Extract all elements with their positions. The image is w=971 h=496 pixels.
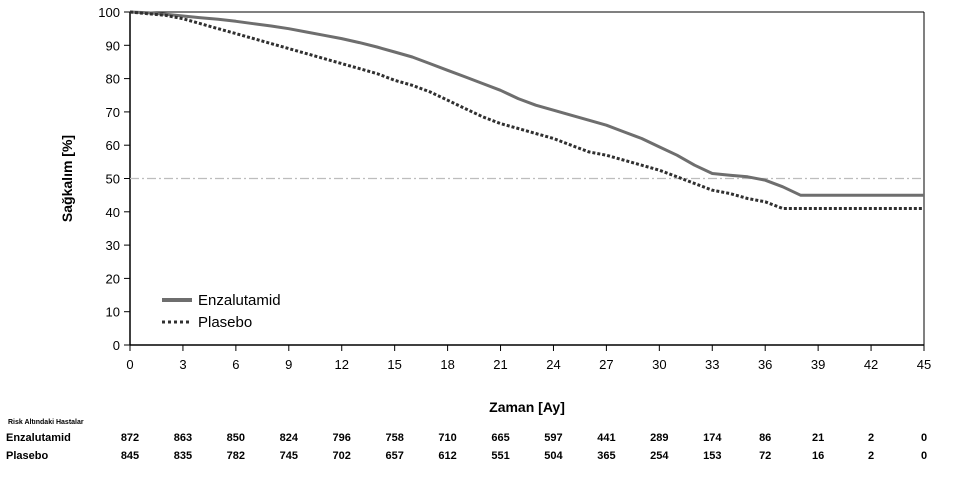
risk-value-plasebo: 72 [759,450,771,462]
x-axis-title: Zaman [Ay] [489,399,565,415]
y-axis-ticks: 0 10 20 30 40 50 60 70 80 90 100 [98,5,130,353]
legend-label-enzalutamid: Enzalutamid [198,292,281,309]
risk-value-plasebo: 612 [438,450,456,462]
risk-value-plasebo: 365 [597,450,615,462]
y-axis-title: Sağkalım [%] [59,135,75,222]
risk-value-enzalutamid: 86 [759,432,771,444]
series-line-plasebo [129,10,924,210]
y-tick-label: 20 [106,271,120,286]
risk-value-plasebo: 16 [812,450,824,462]
y-tick-label: 30 [106,238,120,253]
risk-table-title: Risk Altındaki Hastalar [8,419,84,426]
y-tick-label: 40 [106,205,120,220]
risk-table: Risk Altındaki Hastalar Enzalutamid Plas… [6,419,927,462]
x-tick-label: 12 [334,357,348,372]
risk-value-enzalutamid: 0 [921,432,927,444]
legend: Enzalutamid Plasebo [162,292,281,331]
risk-value-plasebo: 745 [280,450,298,462]
risk-value-plasebo: 504 [544,450,563,462]
risk-value-enzalutamid: 21 [812,432,824,444]
x-tick-label: 9 [285,357,292,372]
y-tick-label: 90 [106,38,120,53]
risk-value-plasebo: 254 [650,450,669,462]
risk-value-enzalutamid: 796 [333,432,351,444]
risk-value-plasebo: 782 [227,450,245,462]
y-tick-label: 60 [106,138,120,153]
x-tick-label: 0 [126,357,133,372]
risk-value-enzalutamid: 174 [703,432,722,444]
risk-row-label-enzalutamid: Enzalutamid [6,432,71,444]
risk-value-plasebo: 0 [921,450,927,462]
x-tick-label: 42 [864,357,878,372]
risk-value-enzalutamid: 824 [280,432,299,444]
y-tick-label: 70 [106,105,120,120]
risk-value-enzalutamid: 289 [650,432,668,444]
x-tick-label: 24 [546,357,560,372]
risk-table-values: 872 863 850 824 796 758 710 665 597 441 289 174 86 21… [121,432,927,462]
plot-area: 0 3 6 9 12 15 18 21 24 27 30 33 36 39 42 45 01020304050… [98,5,931,372]
risk-value-plasebo: 657 [385,450,403,462]
x-tick-label: 21 [493,357,507,372]
risk-value-enzalutamid: 850 [227,432,245,444]
risk-value-plasebo: 702 [333,450,351,462]
risk-value-enzalutamid: 710 [438,432,456,444]
risk-value-plasebo: 835 [174,450,192,462]
x-tick-label: 18 [440,357,454,372]
risk-value-plasebo: 845 [121,450,139,462]
x-tick-label: 30 [652,357,666,372]
y-tick-label: 10 [106,305,120,320]
series-line-enzalutamid [129,10,924,197]
y-tick-label: 0 [113,338,120,353]
risk-value-plasebo: 2 [868,450,874,462]
x-tick-label: 45 [917,357,931,372]
x-axis-ticks: 0 3 6 9 12 15 18 21 24 27 30 33 36 39 42 45 [126,345,931,372]
risk-row-label-plasebo: Plasebo [6,450,48,462]
x-tick-label: 27 [599,357,613,372]
risk-value-enzalutamid: 758 [385,432,403,444]
x-tick-label: 6 [232,357,239,372]
risk-value-plasebo: 153 [703,450,721,462]
risk-value-enzalutamid: 441 [597,432,615,444]
risk-value-enzalutamid: 665 [491,432,509,444]
risk-value-enzalutamid: 597 [544,432,562,444]
x-tick-label: 39 [811,357,825,372]
legend-label-plasebo: Plasebo [198,314,252,331]
risk-value-enzalutamid: 863 [174,432,192,444]
x-tick-label: 33 [705,357,719,372]
risk-value-enzalutamid: 872 [121,432,139,444]
risk-value-plasebo: 551 [491,450,509,462]
y-tick-label: 50 [106,172,120,187]
x-tick-label: 15 [387,357,401,372]
y-tick-label: 100 [98,5,120,20]
x-tick-label: 3 [179,357,186,372]
series-lines [129,10,924,210]
risk-value-enzalutamid: 2 [868,432,874,444]
x-tick-label: 36 [758,357,772,372]
y-tick-label: 80 [106,72,120,87]
